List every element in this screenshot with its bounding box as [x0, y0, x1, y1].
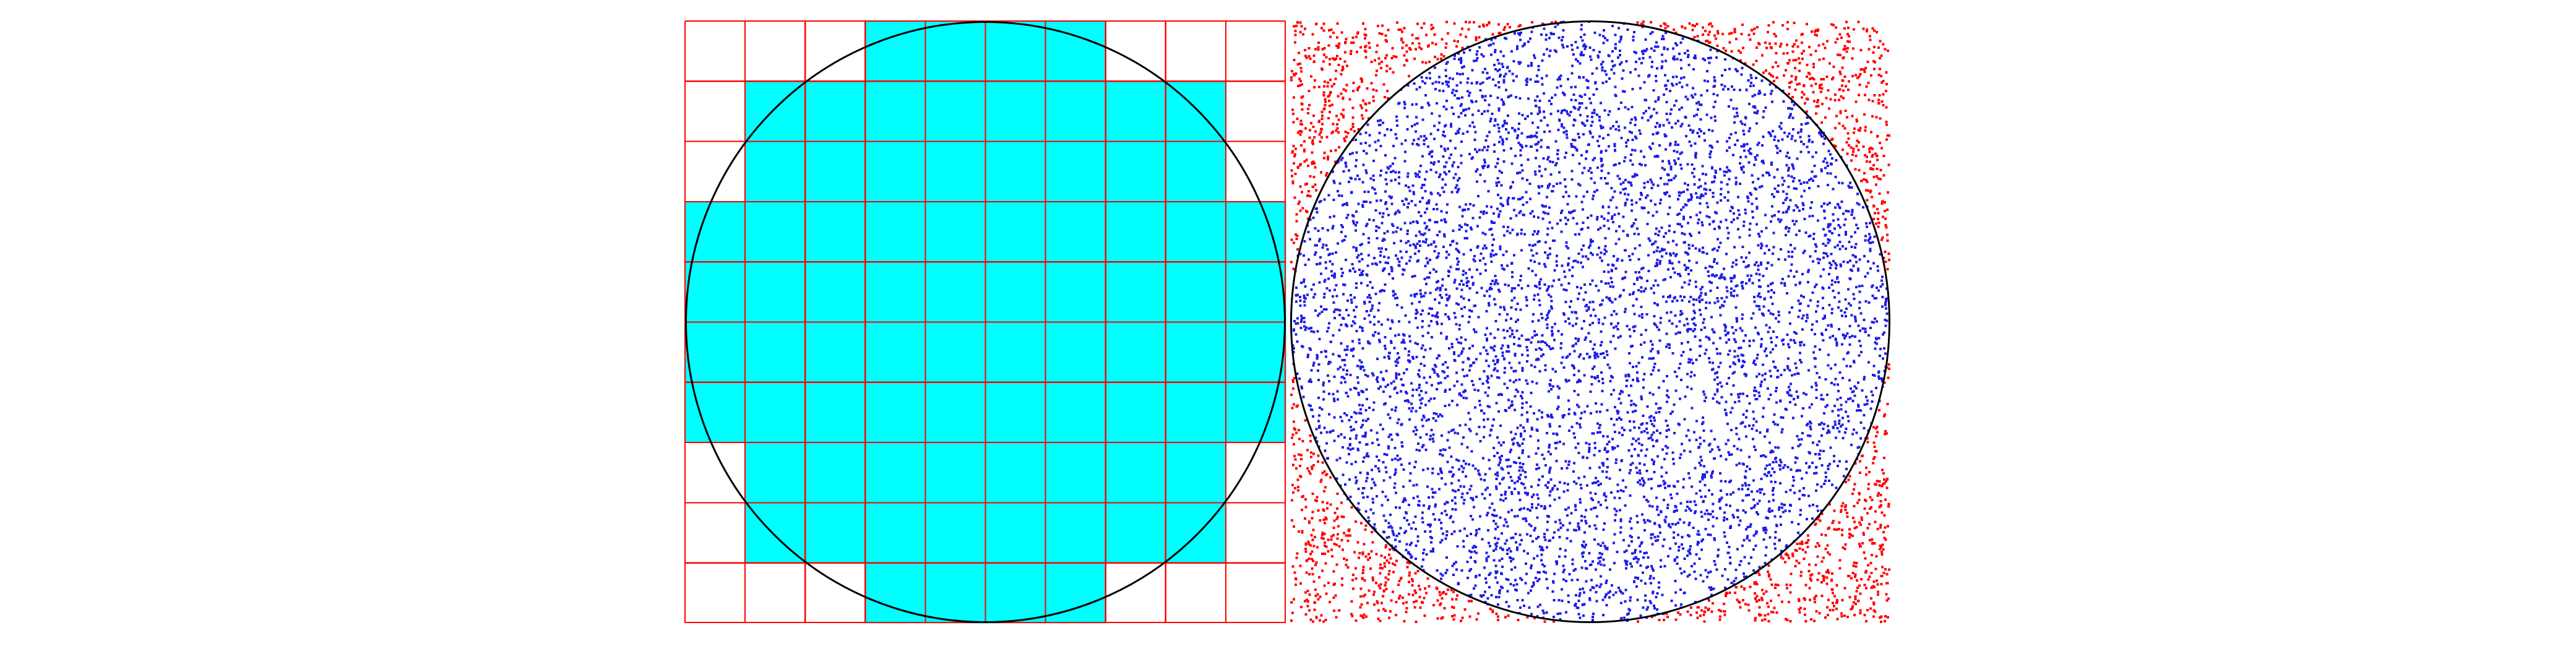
grid-cell-filled: [745, 81, 806, 142]
grid-cell-filled: [1165, 382, 1226, 443]
grid-cell-filled: [745, 382, 806, 443]
grid-cell-filled: [925, 442, 986, 503]
grid-cell-filled: [1165, 442, 1226, 503]
grid-cell-filled: [925, 562, 986, 624]
grid-cell-filled: [1045, 502, 1106, 564]
grid-cell-filled: [925, 141, 986, 202]
grid-cell-filled: [865, 201, 926, 262]
grid-cell-filled: [1105, 382, 1166, 443]
grid-cell-filled: [985, 262, 1046, 322]
grid-cell-filled: [985, 442, 1046, 503]
grid-cell-filled: [865, 81, 926, 142]
grid-cell-filled: [805, 141, 866, 202]
grid-cell-filled: [1045, 382, 1106, 443]
grid-cell-filled: [985, 322, 1046, 383]
grid-cell-filled: [1105, 81, 1166, 142]
grid-cell-filled: [1165, 322, 1226, 383]
grid-cell-filled: [925, 262, 986, 322]
grid-cell-filled: [865, 141, 926, 202]
grid-cell-filled: [685, 322, 746, 383]
grid-cell-filled: [745, 262, 806, 322]
grid-cell-filled: [865, 262, 926, 322]
grid-cell-filled: [925, 322, 986, 383]
grid-cell-filled: [805, 322, 866, 383]
grid-cell-filled: [1105, 141, 1166, 202]
grid-cell-filled: [1225, 262, 1286, 322]
grid-cell-filled: [985, 562, 1046, 624]
grid-cell-filled: [865, 382, 926, 443]
grid-cell-filled: [1045, 262, 1106, 322]
grid-cell-filled: [745, 442, 806, 503]
scatter-points-outside: [1290, 20, 1890, 623]
grid-cell-filled: [925, 201, 986, 262]
grid-cell-filled: [925, 382, 986, 443]
grid-cell-filled: [1105, 442, 1166, 503]
grid-cell-filled: [1225, 322, 1286, 383]
grid-cell-filled: [805, 201, 866, 262]
grid-cell-filled: [985, 21, 1046, 82]
grid-cell-filled: [805, 262, 866, 322]
circle-outline: [1290, 20, 1890, 623]
monte-carlo-scatter-chart: [1290, 20, 1890, 623]
grid-cell-filled: [985, 382, 1046, 443]
grid-cell-filled: [1105, 322, 1166, 383]
grid-cell-filled: [1105, 262, 1166, 322]
grid-cell-filled: [1105, 201, 1166, 262]
grid-cell-filled: [1045, 81, 1106, 142]
grid-cell-filled: [865, 322, 926, 383]
grid-cell-filled: [1165, 201, 1226, 262]
grid-cell-filled: [925, 502, 986, 564]
grid-cell-filled: [925, 81, 986, 142]
grid-cell-filled: [985, 201, 1046, 262]
grid-cell-filled: [1165, 141, 1226, 202]
grid-lines: [684, 20, 1286, 624]
grid-cell-filled: [865, 442, 926, 503]
grid-cell-filled: [805, 442, 866, 503]
scatter-points-outside-marks: [1290, 20, 1890, 623]
scatter-points-inside-marks: [1291, 20, 1889, 622]
grid-cell-filled: [1045, 322, 1106, 383]
grid-cell-filled: [1045, 201, 1106, 262]
scatter-panel: [1290, 20, 1890, 623]
grid-cell-filled: [745, 201, 806, 262]
grid-cell-filled: [985, 502, 1046, 564]
grid-chart: [684, 20, 1286, 624]
grid-cell-filled: [925, 21, 986, 82]
grid-cell-filled: [685, 262, 746, 322]
grid-cell-filled: [1105, 502, 1166, 564]
grid-cell-filled: [745, 141, 806, 202]
grid-cell-filled: [805, 382, 866, 443]
grid-cell-filled: [865, 502, 926, 564]
grid-cell-filled: [745, 322, 806, 383]
grid-filled-cells: [685, 21, 1286, 624]
grid-cell-filled: [805, 81, 866, 142]
circle-outline: [685, 21, 1286, 623]
grid-panel: [684, 20, 1286, 624]
grid-cell-filled: [985, 141, 1046, 202]
grid-cell-filled: [1045, 141, 1106, 202]
grid-cell-filled: [805, 502, 866, 564]
grid-cell-filled: [1045, 442, 1106, 503]
scatter-points-inside: [1291, 20, 1889, 622]
grid-cell-filled: [1165, 262, 1226, 322]
grid-cell-filled: [985, 81, 1046, 142]
